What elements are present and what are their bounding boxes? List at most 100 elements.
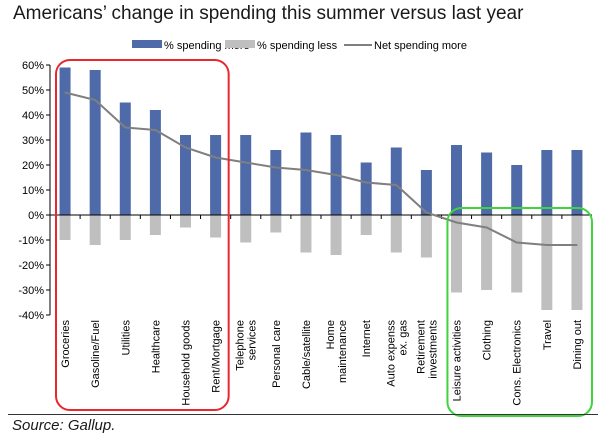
bar-more-dining-out: [571, 150, 583, 215]
y-tick-label: 0%: [28, 210, 44, 222]
bar-less-leisure-activities: [451, 215, 462, 293]
legend-label-net-spending-more: Net spending more: [374, 40, 467, 52]
y-tick-label: 10%: [22, 185, 44, 197]
net-point-internet: [365, 181, 367, 184]
source-divider: [8, 414, 598, 415]
highlight-box-1: [55, 59, 230, 411]
source-note: Source: Gallup.: [12, 417, 116, 434]
bar-more-groceries: [59, 67, 71, 215]
bar-less-retirement-investments: [420, 215, 432, 258]
bar-less-internet: [360, 215, 372, 235]
highlight-boxes: [55, 59, 594, 417]
net-point-dining-out: [576, 244, 578, 246]
bar-less-rent-mortgage: [210, 215, 222, 238]
bar-more-auto-expenses-ex-gas: [390, 147, 402, 215]
bar-less-travel: [541, 215, 553, 310]
x-tick-label: services: [247, 319, 259, 360]
net-point-travel: [546, 244, 548, 246]
highlight-box-2: [446, 207, 594, 417]
bar-more-retirement-investments: [420, 170, 432, 215]
net-point-gasoline-fuel: [94, 99, 96, 101]
x-tick-label: Household goods: [181, 320, 193, 406]
x-tick-label: Home: [325, 320, 337, 349]
net-point-cable-satellite: [305, 169, 307, 171]
x-tick-label: investments: [427, 320, 439, 379]
x-label-utilities: Utilities: [120, 320, 132, 356]
net-point-household-goods: [184, 146, 187, 149]
x-tick-label: Cable/satellite: [301, 320, 313, 389]
bar-less-personal-care: [270, 215, 282, 233]
x-label-leisure-activities: Leisure activities: [452, 320, 464, 402]
x-label-telephone-services: Telephone services: [235, 319, 259, 370]
x-tick-label: Cons. Electronics: [512, 319, 524, 405]
x-label-cons-electronics: Cons. Electronics: [512, 319, 524, 405]
bar-more-personal-care: [270, 150, 282, 215]
x-tick-label: Rent/Mortgage: [211, 320, 223, 393]
x-tick-label: Travel: [542, 320, 554, 350]
net-point-groceries: [64, 91, 66, 94]
y-tick-label: 50%: [22, 85, 44, 97]
x-label-auto-expenses-ex-gas: Auto expenss ex. gas: [385, 320, 409, 387]
net-spending-line: [64, 91, 577, 246]
x-label-personal-care: Personal care: [271, 320, 283, 388]
bar-less-dining-out: [571, 215, 583, 310]
bar-more-cable-satellite: [300, 132, 312, 215]
bar-less-auto-expenses-ex-gas: [390, 215, 402, 253]
net-point-clothing: [485, 226, 488, 229]
y-tick-label: -30%: [18, 285, 44, 297]
legend-swatch-spending-less: [225, 40, 255, 48]
legend-swatch-spending-more: [132, 40, 162, 48]
bar-less-utilities: [119, 215, 131, 240]
x-tick-label: Telephone: [235, 320, 247, 371]
net-point-telephone-services: [244, 161, 247, 164]
y-tick-label: -10%: [18, 235, 44, 247]
x-label-cable-satellite: Cable/satellite: [301, 320, 313, 389]
bar-more-healthcare: [149, 110, 161, 215]
x-tick-label: Personal care: [271, 320, 283, 388]
y-tick-label: 60%: [22, 60, 44, 72]
x-tick-label: Auto expenss: [385, 320, 397, 387]
bar-less-cable-satellite: [300, 215, 312, 253]
bar-more-rent-mortgage: [210, 135, 222, 215]
y-tick-label: -40%: [18, 310, 44, 322]
y-axis: -40% -30% -20% -10% 0% 10% 20% 30% 40% 50% 60%: [18, 60, 51, 322]
x-tick-label: Healthcare: [150, 320, 162, 373]
bar-less-household-goods: [180, 215, 191, 228]
net-point-home-maintenance: [335, 174, 337, 176]
y-tick-label: 40%: [22, 110, 44, 122]
bar-less-gasoline-fuel: [89, 215, 101, 245]
y-tick-label: 20%: [22, 160, 44, 172]
chart-title: Americans’ change in spending this summe…: [13, 3, 524, 24]
x-tick-label: Leisure activities: [452, 320, 464, 402]
x-label-clothing: Clothing: [482, 320, 494, 360]
x-tick-label: Gasoline/Fuel: [90, 320, 102, 388]
x-tick-label: Groceries: [60, 320, 72, 368]
x-label-healthcare: Healthcare: [150, 320, 162, 373]
net-point-retirement-investments: [425, 211, 428, 214]
net-point-rent-mortgage: [214, 156, 217, 159]
x-label-household-goods: Household goods: [181, 320, 193, 406]
bar-more-cons-electronics: [511, 165, 523, 215]
x-label-dining-out: Dining out: [572, 320, 584, 370]
x-label-internet: Internet: [361, 320, 373, 357]
net-point-leisure-activities: [455, 221, 458, 224]
x-tick-label: maintenance: [337, 320, 349, 383]
y-tick-label: 30%: [22, 135, 44, 147]
x-label-gasoline-fuel: Gasoline/Fuel: [90, 320, 102, 388]
net-point-utilities: [124, 126, 127, 129]
x-axis-labels: Groceries Gasoline/Fuel Utilities Healthcar…: [60, 319, 584, 405]
x-tick-label: Clothing: [482, 320, 494, 360]
x-tick-label: Internet: [361, 320, 373, 357]
bar-more-leisure-activities: [451, 145, 462, 215]
x-tick-label: Utilities: [120, 320, 132, 356]
x-label-home-maintenance: Home maintenance: [325, 320, 349, 383]
x-label-rent-mortgage: Rent/Mortgage: [211, 320, 223, 393]
bar-more-travel: [541, 150, 553, 215]
bar-more-household-goods: [180, 135, 191, 215]
x-tick-label: Dining out: [572, 320, 584, 370]
bar-more-utilities: [119, 102, 131, 215]
net-line: [64, 91, 578, 246]
net-point-auto-expenses-ex-gas: [395, 184, 398, 186]
bar-less-healthcare: [149, 215, 161, 235]
x-tick-label: Retirement: [415, 320, 427, 374]
